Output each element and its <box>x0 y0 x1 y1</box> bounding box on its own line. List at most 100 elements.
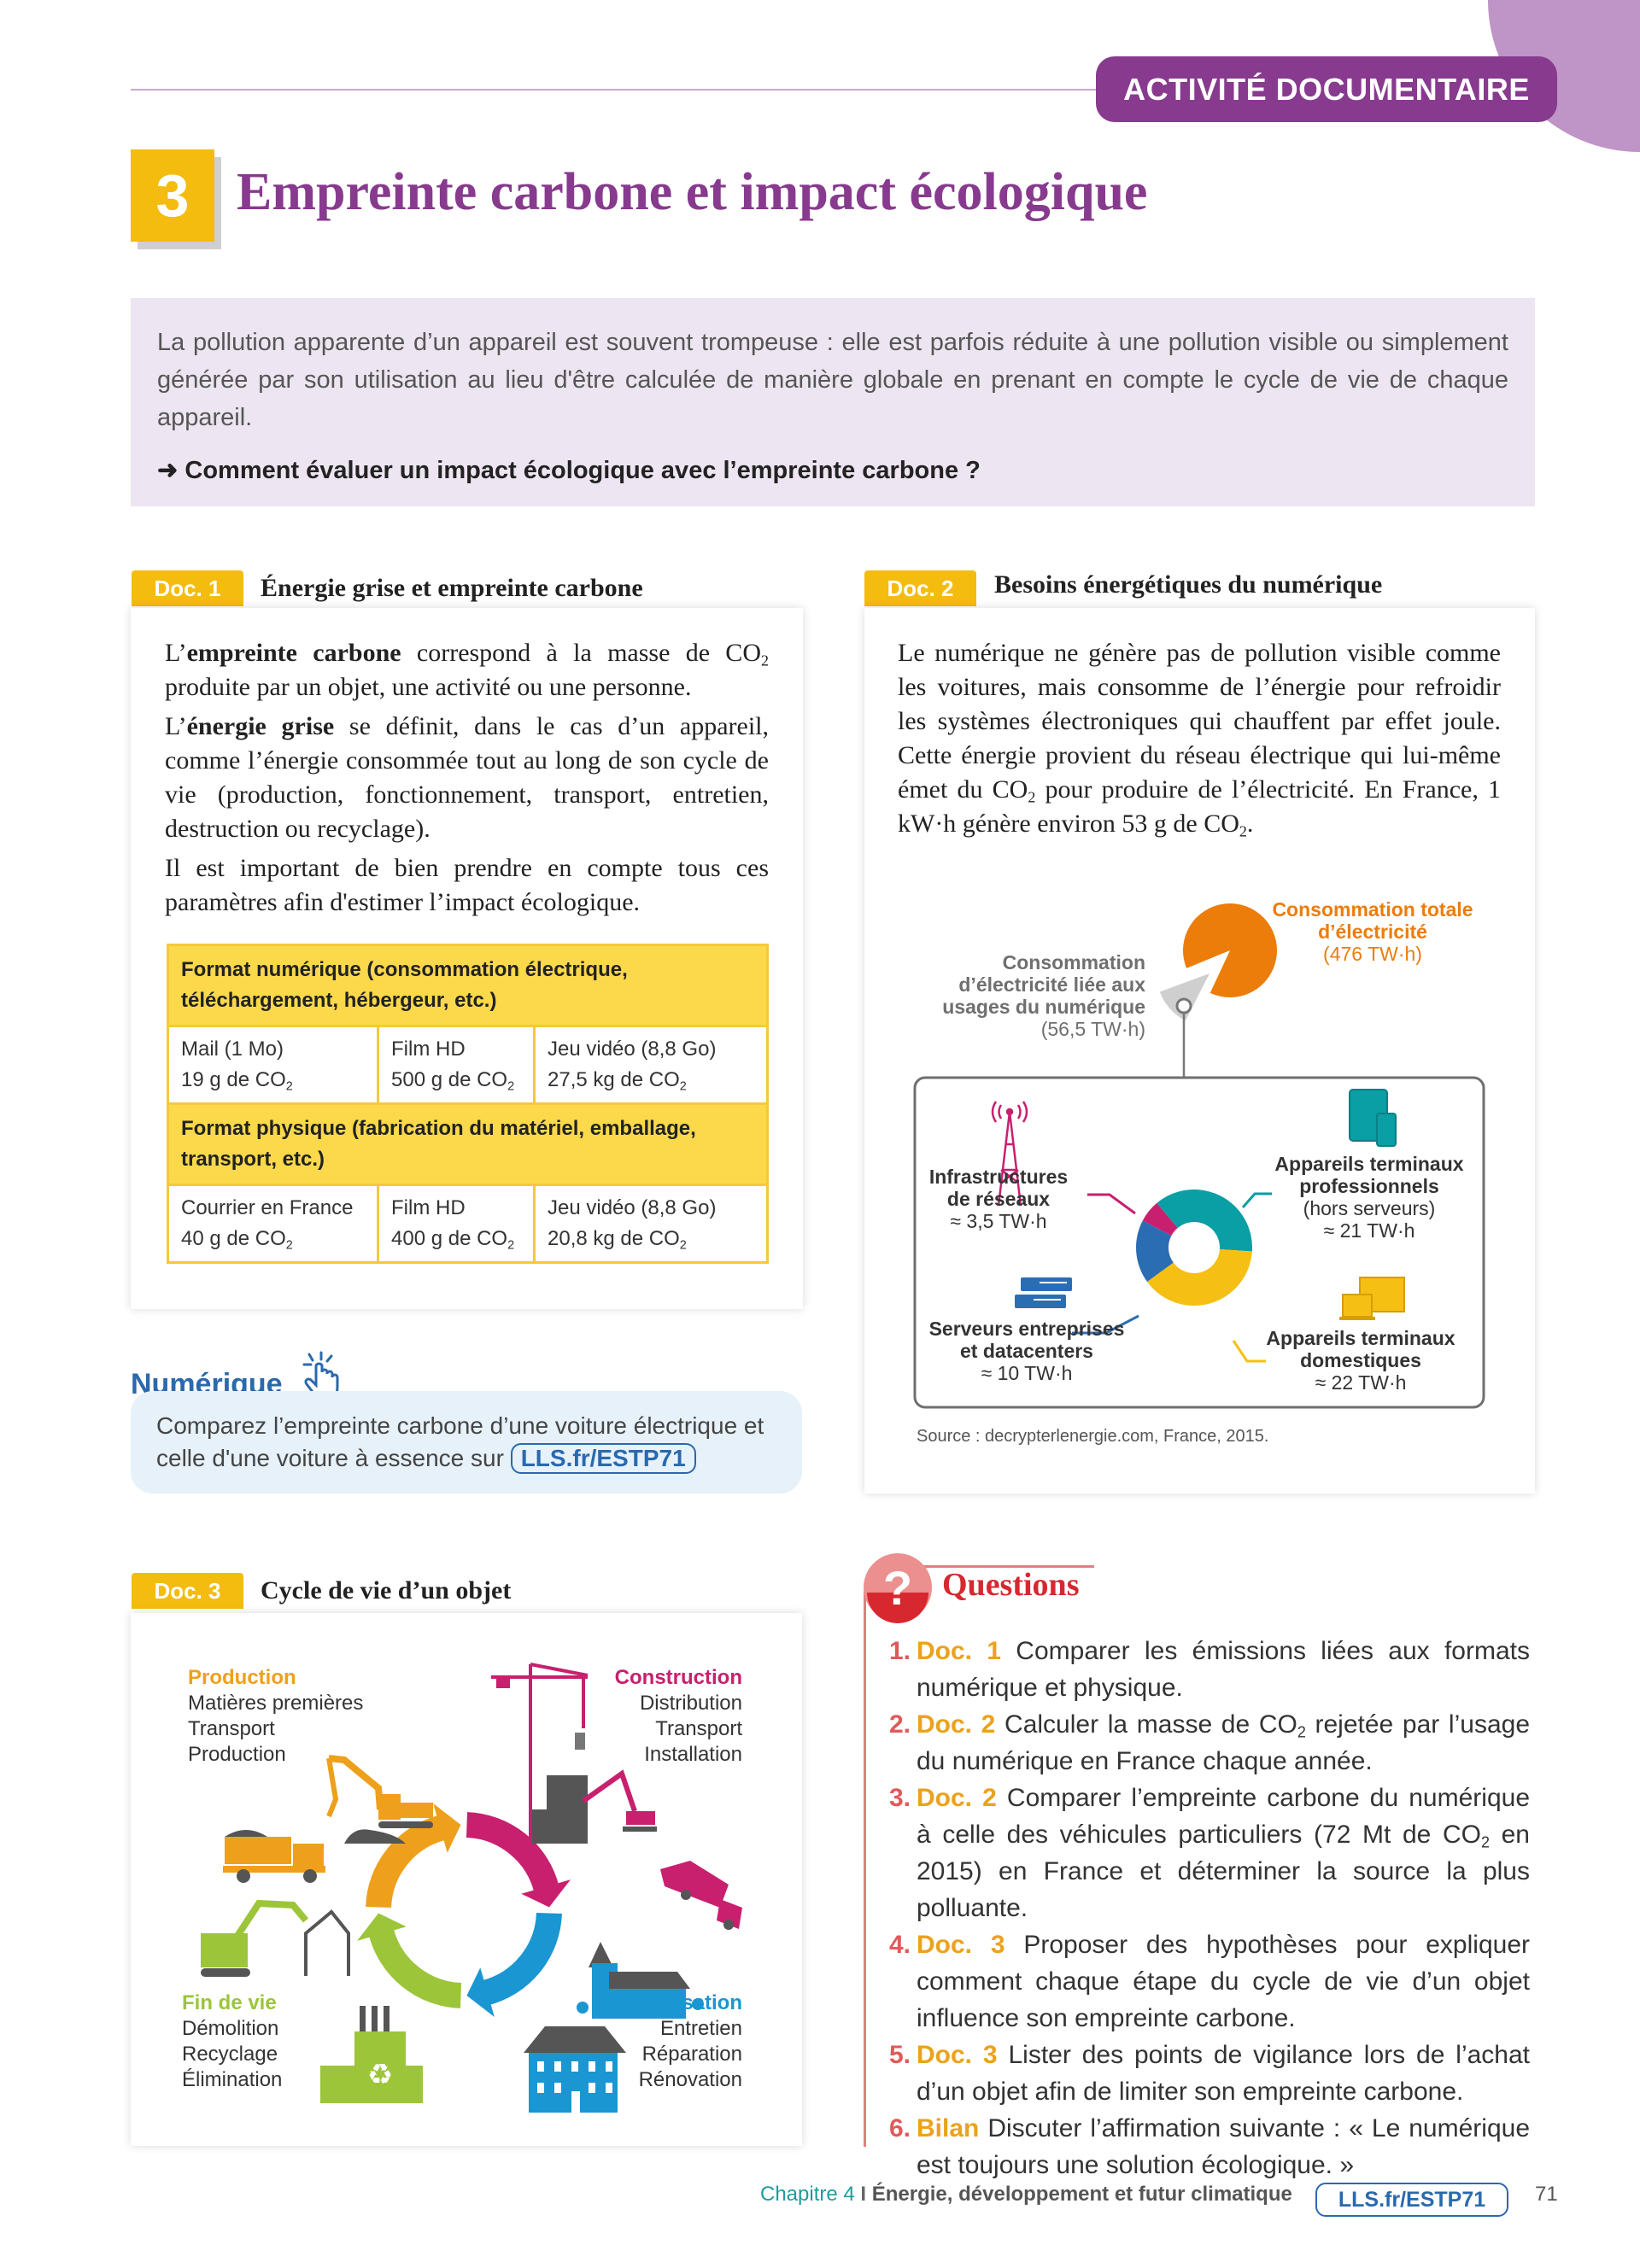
stage-title: Utilisation <box>642 1991 742 2014</box>
question-item: 5. Doc. 3 Lister des points de vigilance … <box>889 2037 1530 2110</box>
text: Le numérique ne génère pas de pollution … <box>898 639 1501 804</box>
leader-networks <box>1087 1193 1136 1215</box>
arrow-end-of-life <box>368 1927 462 2008</box>
value: ≈ 3,5 TW·h <box>950 1210 1047 1232</box>
question-item: 1. Doc. 1 Comparer les émissions liées au… <box>889 1633 1530 1706</box>
question-item: 4. Doc. 3 Proposer des hypothèses pour ex… <box>889 1926 1530 2037</box>
note: (hors serveurs) <box>1303 1197 1436 1219</box>
arrow-utilisation-head <box>466 1967 495 2017</box>
question-text: Lister des points de vigilance lors de l… <box>917 2041 1531 2106</box>
svg-text:?: ? <box>883 1561 912 1615</box>
house-icon <box>577 1942 704 2019</box>
doc1-title: Énergie grise et empreinte carbone <box>261 574 643 602</box>
digital-value: (56,5 TW·h) <box>1040 1018 1145 1040</box>
donut-slice-pro-devices <box>1157 1190 1252 1252</box>
table-section-header: Format physique (fabrication du matériel… <box>167 1102 769 1186</box>
intro-question: ➜ Comment évaluer un impact écologique a… <box>157 452 1508 489</box>
doc2-card <box>864 608 1535 1493</box>
apartment-building-icon <box>524 2026 626 2113</box>
building-construction-icon <box>532 1733 657 1844</box>
table-row: Courrier en France 40 g de CO2 Film HD 400 … <box>167 1184 769 1264</box>
digital-label-text: Consommation d’électricité liée aux usag… <box>942 951 1145 1018</box>
question-number: 5. <box>889 2041 911 2069</box>
cycle-arrows <box>357 1803 571 2017</box>
stage-title: Fin de vie <box>182 1991 277 2014</box>
pointing-hand-icon <box>302 1351 339 1401</box>
text: pour produire de l’électricité. En Franc… <box>898 775 1501 838</box>
section-number: 3 <box>131 149 214 242</box>
excavator-icon <box>326 1755 433 1844</box>
total-label-text: Consommation totale d’électricité <box>1272 898 1473 943</box>
text: produite par un objet, une activité ou u… <box>165 673 692 701</box>
activity-badge: ACTIVITÉ DOCUMENTAIRE <box>1096 56 1557 122</box>
item-name: Jeu vidéo (8,8 Go) <box>548 1038 717 1061</box>
question-text: rejetée par l’usage du numérique en Fran… <box>917 1710 1530 1775</box>
item-value: 40 g de CO2 <box>181 1227 293 1253</box>
term: énergie grise <box>186 712 335 740</box>
chapter-number: Chapitre 4 <box>760 2183 855 2206</box>
pro-devices-label: Appareils terminaux professionnels (hors… <box>1262 1153 1476 1242</box>
stage-item: Recyclage <box>182 2043 278 2066</box>
stage-item: Démolition <box>182 2017 279 2040</box>
question-ref: Bilan <box>917 2114 980 2142</box>
table-cell: Mail (1 Mo) 19 g de CO2 <box>167 1025 379 1105</box>
arrow-production-head <box>433 1803 461 1853</box>
crane-icon <box>491 1663 589 1844</box>
questions-list: 1. Doc. 1 Comparer les émissions liées au… <box>889 1633 1530 2183</box>
item-name: Courrier en France <box>181 1196 354 1219</box>
question-item: 6. Bilan Discuter l’affirmation suivante … <box>889 2110 1530 2183</box>
question-ref: Doc. 1 <box>917 1637 1001 1665</box>
stage-item: Transport <box>655 1717 742 1740</box>
text: correspond à la masse de CO <box>401 639 761 667</box>
footer-link[interactable]: LLS.fr/ESTP71 <box>1315 2183 1508 2217</box>
home-devices-label: Appareils terminaux domestiques ≈ 22 TW·… <box>1254 1327 1467 1394</box>
question-item: 3. Doc. 2 Comparer l’empreinte carbone du… <box>889 1780 1530 1926</box>
stage-utilisation: Utilisation Entretien Réparation Rénovat… <box>571 1990 742 2093</box>
arrow-icon: ➜ <box>157 457 179 484</box>
stage-item: Production <box>188 1743 286 1766</box>
item-value: 500 g de CO2 <box>391 1068 515 1094</box>
life-cycle-diagram: ♻ <box>201 1663 742 2113</box>
stage-item: Élimination <box>182 2068 283 2091</box>
servers-label: Serveurs entreprises et datacenters ≈ 10… <box>920 1318 1133 1384</box>
item-name: Jeu vidéo (8,8 Go) <box>548 1196 717 1219</box>
text: . <box>1246 810 1254 838</box>
subscript: 2 <box>761 652 769 669</box>
chapter-title: Énergie, développement et futur climatiq… <box>871 2183 1292 2206</box>
doc1-text: L’empreinte carbone correspond à la mass… <box>165 636 769 925</box>
total-value: (476 TW·h) <box>1323 943 1422 965</box>
stage-item: Distribution <box>639 1692 742 1715</box>
donut-slice-servers <box>1136 1220 1174 1282</box>
dump-truck-icon <box>223 1830 325 1883</box>
question-text: Comparer les émissions liées aux formats… <box>917 1637 1530 1702</box>
item-value: 20,8 kg de CO2 <box>548 1227 687 1253</box>
table-cell: Jeu vidéo (8,8 Go) 27,5 kg de CO2 <box>533 1025 769 1105</box>
question-number: 4. <box>889 1931 911 1959</box>
item-name: Film HD <box>391 1196 466 1219</box>
question-text: Discuter l’affirmation suivante : « Le n… <box>917 2114 1530 2179</box>
demolition-excavator-icon <box>201 1899 350 1977</box>
value: ≈ 21 TW·h <box>1323 1219 1415 1242</box>
stage-title: Construction <box>614 1666 742 1689</box>
table-cell: Film HD 500 g de CO2 <box>377 1025 536 1105</box>
page-number: 71 <box>1535 2183 1558 2206</box>
digital-label: Consommation d’électricité liée aux usag… <box>918 951 1145 1040</box>
subscript: 2 <box>1480 1833 1490 1851</box>
table-row: Mail (1 Mo) 19 g de CO2 Film HD 500 g de CO… <box>167 1025 769 1105</box>
item-name: Film HD <box>391 1038 466 1061</box>
donut-slice-home-devices <box>1146 1248 1252 1306</box>
stage-item: Matières premières <box>188 1692 364 1715</box>
separator: I <box>860 2183 867 2206</box>
arrow-construction-head <box>521 1879 571 1908</box>
table-section-header: Format numérique (consommation électriqu… <box>167 944 769 1027</box>
question-number: 6. <box>889 2114 911 2142</box>
arrow-utilisation <box>481 1912 562 2006</box>
question-ref: Doc. 2 <box>917 1784 997 1812</box>
question-text: en 2015) en France et déterminer la sour… <box>917 1821 1530 1922</box>
arrow-production <box>366 1815 447 1909</box>
numerique-link[interactable]: LLS.fr/ESTP71 <box>510 1443 696 1474</box>
subscript: 2 <box>1028 788 1036 806</box>
table-cell: Film HD 400 g de CO2 <box>377 1184 536 1264</box>
recycle-symbol: ♻ <box>367 2058 393 2092</box>
question-number: 1. <box>889 1637 911 1665</box>
